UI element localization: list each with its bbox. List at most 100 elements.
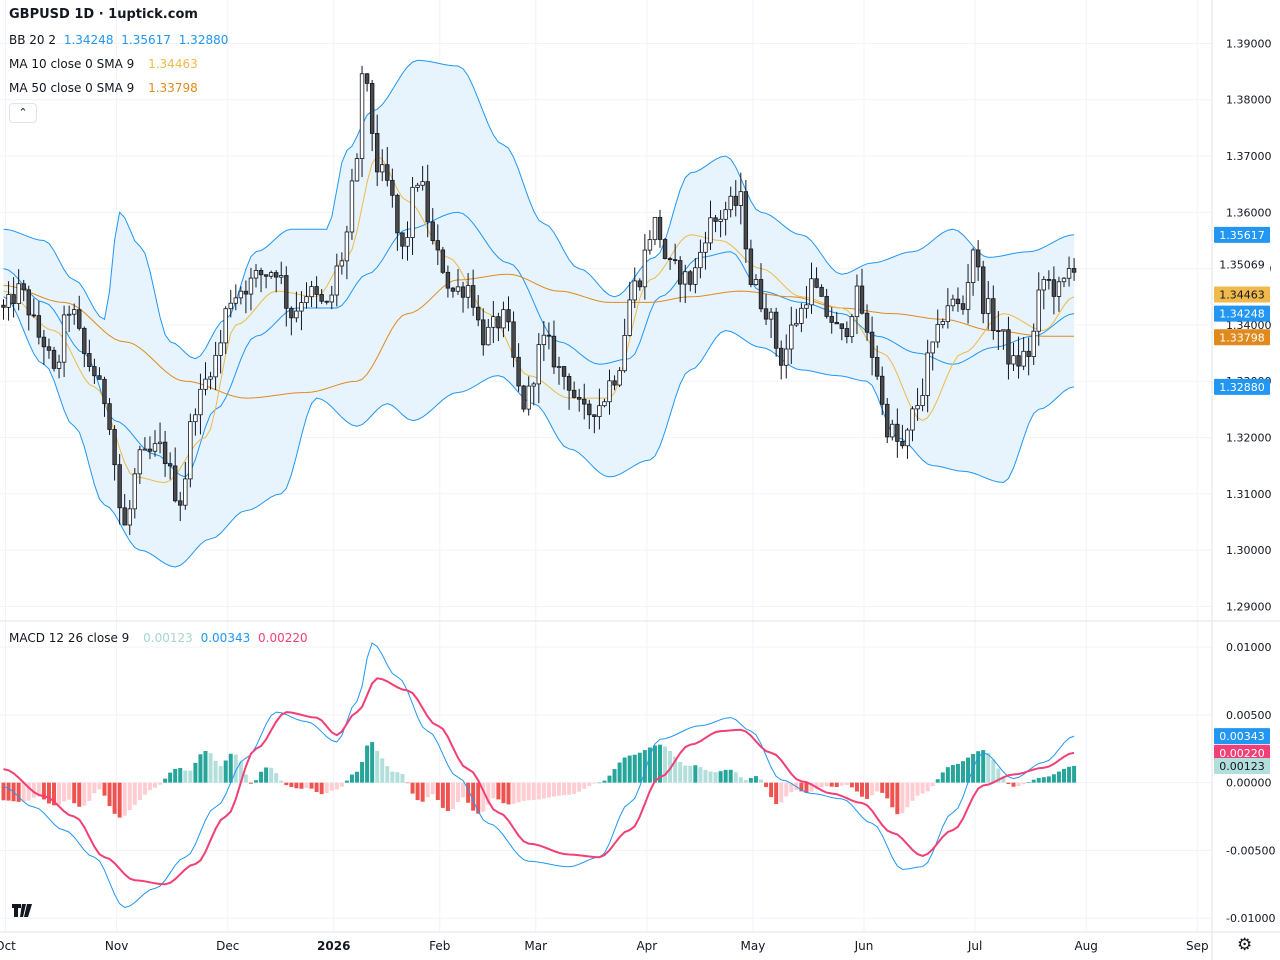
hist-badge	[1214, 757, 1270, 774]
candle-body	[834, 322, 839, 325]
histogram-bar	[910, 782, 915, 801]
histogram-bar	[678, 762, 683, 783]
ma10-label: MA 10 close 0 SMA 9	[9, 57, 135, 71]
ma50-legend[interactable]: MA 50 close 0 SMA 9 1.33798	[9, 80, 202, 96]
histogram-bar	[622, 757, 627, 783]
histogram-bar	[1026, 781, 1031, 783]
macd-legend[interactable]: MACD 12 26 close 9 0.00123 0.00343 0.002…	[9, 630, 312, 646]
candle-body	[501, 309, 506, 329]
histogram-bar	[238, 761, 243, 783]
candle-body	[445, 271, 451, 289]
histogram-bar	[92, 782, 97, 794]
histogram-bar	[582, 782, 587, 789]
candle-body	[122, 507, 127, 526]
histogram-bar	[658, 744, 662, 783]
histogram-bar	[142, 782, 147, 795]
bb-upper-value: 1.35617	[121, 33, 171, 47]
candle-body	[799, 307, 804, 324]
histogram-bar	[536, 782, 541, 800]
histogram-bar	[854, 782, 859, 792]
histogram-bar	[365, 745, 370, 783]
histogram-bar	[461, 782, 466, 798]
signal-badge	[1214, 744, 1270, 761]
histogram-bar	[844, 782, 849, 786]
time-tick-label: 2026	[317, 939, 350, 953]
candle-body	[460, 286, 466, 298]
bb-upper-badge	[1214, 226, 1270, 243]
time-tick-label: Jun	[854, 939, 874, 953]
candle-body	[344, 231, 350, 262]
macd-badge	[1214, 728, 1270, 745]
histogram-bar	[466, 782, 471, 803]
candle-body	[420, 181, 425, 186]
histogram-bar	[72, 782, 77, 804]
histogram-bar	[738, 777, 743, 783]
histogram-bar	[1006, 782, 1011, 784]
candle-body	[82, 327, 87, 354]
candle-body	[511, 321, 516, 358]
histogram-bar	[870, 782, 875, 796]
histogram-bar	[77, 782, 82, 807]
candle-body	[329, 294, 334, 303]
histogram-bar	[900, 782, 905, 814]
candle-body	[652, 217, 658, 241]
candle-body	[238, 290, 244, 299]
tradingview-logo-icon[interactable]	[10, 900, 40, 922]
candle-body	[132, 473, 137, 510]
price-tick-label: 1.39000	[1226, 37, 1272, 50]
histogram-bar	[1072, 765, 1077, 783]
candle-body	[667, 258, 673, 261]
candle-body	[208, 376, 213, 380]
candle-body	[981, 266, 986, 314]
gear-icon[interactable]: ⚙	[1237, 935, 1253, 955]
histogram-bar	[905, 782, 910, 808]
candle-body	[642, 249, 648, 288]
histogram-bar	[420, 782, 425, 802]
macd-tick-label: 0.00000	[1226, 777, 1272, 790]
candle-body	[92, 366, 97, 377]
candle-body	[698, 251, 703, 269]
candle-body	[779, 347, 784, 366]
histogram-bar	[779, 782, 784, 803]
histogram-bar	[1067, 766, 1072, 783]
histogram-bar	[319, 782, 324, 795]
histogram-bar	[728, 769, 733, 783]
candle-body	[713, 217, 718, 222]
ma10-legend[interactable]: MA 10 close 0 SMA 9 1.34463	[9, 56, 202, 72]
histogram-bar	[57, 782, 62, 805]
histogram-bar	[370, 742, 375, 783]
histogram-bar	[860, 782, 864, 797]
histogram-bar	[274, 773, 279, 783]
histogram-bar	[753, 776, 758, 783]
candle-body	[607, 380, 612, 403]
candle-body	[309, 286, 314, 298]
histogram-bar	[46, 782, 51, 804]
candle-body	[738, 191, 743, 206]
histogram-bar	[1016, 782, 1021, 787]
price-tick-label: 1.31000	[1226, 488, 1272, 501]
histogram-bar	[112, 782, 117, 814]
histogram-bar	[557, 782, 561, 796]
candle-body	[6, 294, 11, 308]
candle-body	[647, 239, 653, 251]
candle-body	[41, 336, 47, 348]
histogram-bar	[198, 754, 203, 783]
histogram-bar	[173, 768, 178, 783]
candle-body	[571, 389, 577, 398]
bb-legend[interactable]: BB 20 2 1.34248 1.35617 1.32880	[9, 32, 232, 48]
candle-body	[768, 311, 774, 320]
histogram-bar	[774, 782, 779, 805]
symbol-title: GBPUSD 1D · 1uptick.com	[9, 7, 198, 22]
histogram-bar	[551, 782, 556, 797]
histogram-bar	[663, 746, 668, 783]
histogram-bar	[254, 780, 258, 783]
candle-body	[152, 443, 158, 452]
candle-body	[693, 267, 698, 285]
histogram-bar	[435, 782, 440, 801]
candle-body	[814, 278, 819, 288]
histogram-bar	[764, 782, 769, 788]
histogram-bar	[67, 782, 72, 800]
collapse-legend-button[interactable]: ⌃	[9, 103, 37, 123]
candle-body	[183, 478, 188, 506]
